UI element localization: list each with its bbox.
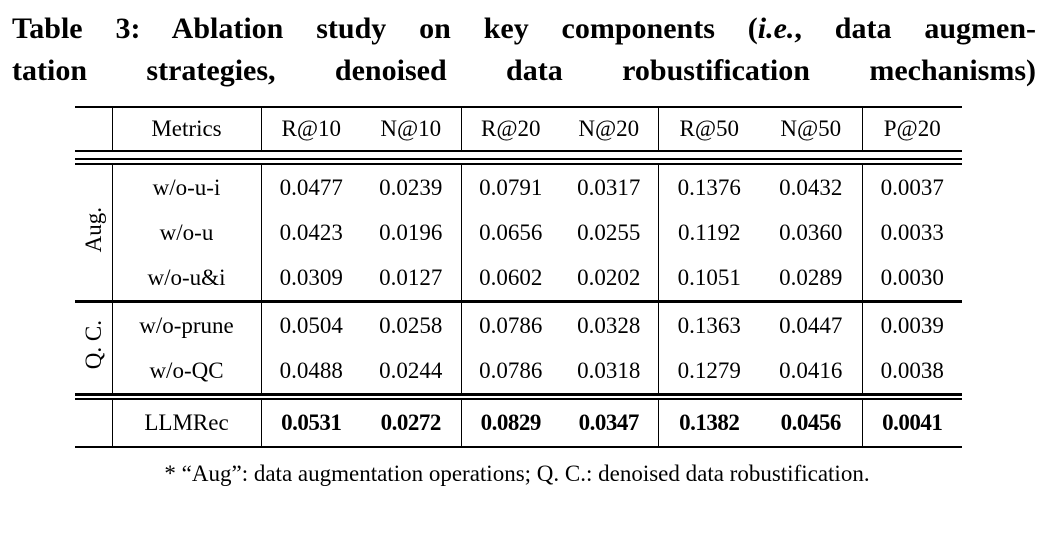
- value-cell: 0.0456: [760, 400, 863, 448]
- value-cell: 0.0309: [279, 264, 343, 290]
- value-cell: 0.0038: [880, 357, 944, 383]
- value-cell: 0.0328: [560, 303, 659, 348]
- value-cell: 0.0786: [479, 312, 543, 338]
- value-cell: 0.0656: [479, 219, 543, 245]
- value-cell: 0.0504: [279, 312, 343, 338]
- row-label: w/o-prune: [112, 303, 262, 348]
- value-cell: 0.0432: [760, 165, 863, 210]
- value-cell: 0.1279: [677, 357, 741, 383]
- value-cell: 0.0039: [880, 312, 944, 338]
- table-row: Aug. w/o-u-i 0.0477 0.0239 0.0791 0.0317…: [75, 165, 962, 300]
- value-cell: 0.0202: [560, 255, 659, 300]
- value-cell: 0.1376: [677, 174, 741, 200]
- row-label: w/o-u-i: [112, 165, 262, 210]
- value-cell: 0.0033: [880, 219, 944, 245]
- table-row: w/o-u&i 0.0309 0.0127 0.0602 0.0202 0.10…: [75, 255, 962, 300]
- value-cell: 0.0239: [361, 165, 462, 210]
- group-label-aug: Aug.: [80, 206, 106, 253]
- value-cell: 0.0829: [461, 400, 560, 448]
- value-cell: 0.1382: [658, 400, 760, 448]
- group-label-qc-cell: Q. C.: [75, 303, 113, 393]
- value-cell: 0.0531: [261, 400, 361, 448]
- header-cell-n10: N@10: [361, 106, 462, 152]
- caption-line-1: Table 3: Ablation study on key component…: [12, 8, 1036, 50]
- header-cell-n50: N@50: [760, 106, 863, 152]
- double-rule-cell: [75, 393, 962, 400]
- table-footnote: * “Aug”: data augmentation operations; Q…: [164, 461, 870, 486]
- header-cell-r20: R@20: [461, 106, 560, 152]
- value-cell: 0.0196: [361, 210, 462, 255]
- value-cell: 0.1051: [677, 264, 741, 290]
- value-cell: 0.0244: [361, 348, 462, 393]
- header-double-rule: [75, 151, 962, 165]
- value-cell: 0.0423: [279, 219, 343, 245]
- caption-line-2: tation strategies, denoised data robusti…: [12, 54, 1036, 87]
- table-row: w/o-u 0.0423 0.0196 0.0656 0.0255 0.1192…: [75, 210, 962, 255]
- row-label: w/o-u&i: [112, 255, 262, 300]
- value-cell: 0.0272: [361, 400, 462, 448]
- double-rule: [75, 393, 962, 400]
- value-cell: 0.0488: [279, 357, 343, 383]
- header-cell-r50: R@50: [658, 106, 760, 152]
- table-row: Q. C. w/o-prune 0.0504 0.0258 0.0786 0.0…: [75, 303, 962, 393]
- row-label: w/o-QC: [112, 348, 262, 393]
- value-cell: 0.0318: [560, 348, 659, 393]
- header-cell-n20: N@20: [560, 106, 659, 152]
- value-cell: 0.0477: [279, 174, 343, 200]
- header-cell-p20: P@20: [862, 106, 962, 152]
- group-label-aug-cell: Aug.: [75, 165, 113, 300]
- value-cell: 0.0127: [361, 255, 462, 300]
- value-cell: 0.0602: [479, 264, 543, 290]
- group-label-qc: Q. C.: [80, 320, 106, 370]
- final-double-rule: [75, 393, 962, 400]
- header-corner-cell: [75, 106, 113, 152]
- final-row-llmrec: LLMRec 0.0531 0.0272 0.0829 0.0347 0.138…: [75, 400, 962, 448]
- row-label: w/o-u: [112, 210, 262, 255]
- value-cell: 0.0347: [560, 400, 659, 448]
- header-row: Metrics R@10 N@10 R@20 N@20 R@50 N@50 P@…: [75, 106, 962, 152]
- table-caption: Table 3: Ablation study on key component…: [12, 8, 1036, 92]
- value-cell: 0.0360: [760, 210, 863, 255]
- caption-text-italic: i.e.: [757, 12, 795, 45]
- value-cell: 0.0317: [560, 165, 659, 210]
- table-row: w/o-QC 0.0488 0.0244 0.0786 0.0318 0.127…: [75, 348, 962, 393]
- value-cell: 0.0255: [560, 210, 659, 255]
- mid-rule: [75, 300, 962, 303]
- header-metrics-cell: Metrics: [112, 106, 262, 152]
- value-cell: 0.0258: [361, 303, 462, 348]
- value-cell: 0.0041: [862, 400, 962, 448]
- ablation-table: Metrics R@10 N@10 R@20 N@20 R@50 N@50 P@…: [75, 106, 962, 448]
- row-label: LLMRec: [112, 400, 262, 448]
- value-cell: 0.0791: [479, 174, 543, 200]
- value-cell: 0.0416: [760, 348, 863, 393]
- caption-text-pre: Table 3: Ablation study on key component…: [12, 12, 758, 45]
- value-cell: 0.1363: [677, 312, 741, 338]
- value-cell: 0.0037: [880, 174, 944, 200]
- value-cell: 0.0447: [760, 303, 863, 348]
- mid-rule-cell: [75, 300, 962, 303]
- value-cell: 0.1192: [678, 219, 741, 245]
- value-cell: 0.0786: [479, 357, 543, 383]
- double-rule: [75, 157, 962, 165]
- value-cell: 0.0030: [880, 264, 944, 290]
- caption-text-post: , data augmen-: [794, 12, 1037, 45]
- value-cell: 0.0289: [760, 255, 863, 300]
- final-row-corner-cell: [75, 400, 113, 448]
- double-rule-cell: [75, 151, 962, 165]
- header-cell-r10: R@10: [261, 106, 361, 152]
